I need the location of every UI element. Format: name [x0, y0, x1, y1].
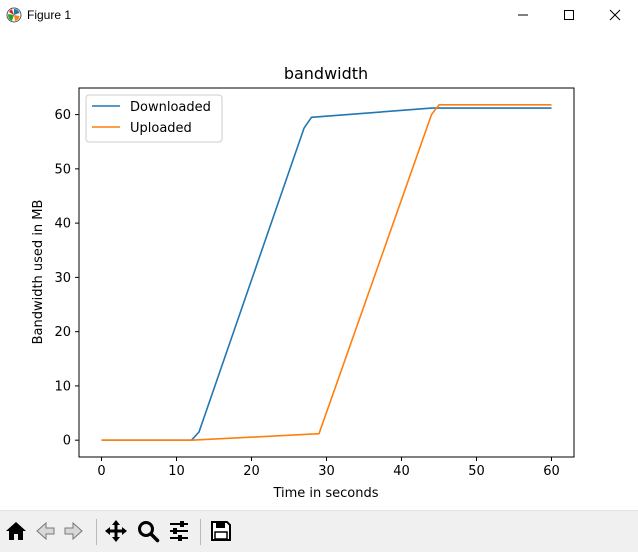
pan-button[interactable]: [102, 517, 130, 545]
x-tick-label: 60: [543, 464, 560, 479]
series-line-downloaded: [101, 107, 552, 442]
y-axis-label: Bandwidth used in MB: [31, 200, 46, 345]
axes-frame: [78, 87, 575, 458]
save-icon: [211, 521, 231, 541]
pan-icon: [105, 520, 127, 542]
legend: Downloaded Uploaded: [85, 94, 223, 143]
home-icon: [6, 522, 26, 540]
x-tick-label: 40: [393, 464, 410, 479]
y-tick-label: 20: [54, 325, 71, 340]
x-tick-label: 30: [318, 464, 335, 479]
y-tick-label: 60: [54, 108, 71, 123]
minimize-icon: [518, 14, 528, 16]
forward-button[interactable]: [60, 517, 88, 545]
series-line-uploaded: [101, 104, 552, 442]
configure-subplots-button[interactable]: [165, 517, 193, 545]
forward-icon: [64, 521, 83, 541]
maximize-icon: [564, 10, 574, 20]
zoom-icon: [138, 521, 160, 543]
x-tick-label: 50: [468, 464, 485, 479]
y-tick-label: 0: [63, 434, 71, 449]
y-tick-label: 30: [54, 271, 71, 286]
y-tick-label: 50: [54, 162, 71, 177]
save-button[interactable]: [207, 517, 235, 545]
x-tick-label: 10: [168, 464, 185, 479]
y-tick-label: 10: [54, 379, 71, 394]
configure-subplots-icon: [170, 521, 188, 541]
back-button[interactable]: [31, 517, 59, 545]
close-button[interactable]: [592, 0, 638, 30]
line-chart: 0 10 20 30 40 50 60 0 10 20 30 40 50 60 bandwidth Ti…: [31, 64, 575, 501]
x-axis-label: Time in seconds: [272, 486, 378, 501]
toolbar-separator: [96, 519, 97, 545]
chart-title: bandwidth: [284, 64, 368, 83]
home-button[interactable]: [2, 517, 30, 545]
toolbar-separator: [200, 519, 201, 545]
maximize-button[interactable]: [546, 0, 592, 30]
legend-label-uploaded: Uploaded: [130, 121, 192, 136]
x-tick-label: 20: [243, 464, 260, 479]
minimize-button[interactable]: [500, 0, 546, 30]
close-icon: [609, 9, 621, 21]
window-titlebar: Figure 1: [0, 0, 638, 30]
legend-label-downloaded: Downloaded: [130, 100, 211, 115]
zoom-button[interactable]: [134, 517, 162, 545]
x-tick-label: 0: [97, 464, 105, 479]
navigation-toolbar: [0, 510, 638, 552]
window-title: Figure 1: [27, 8, 72, 22]
y-tick-label: 40: [54, 217, 71, 232]
figure-canvas[interactable]: 0 10 20 30 40 50 60 0 10 20 30 40 50 60 bandwidth Ti…: [0, 30, 638, 510]
back-icon: [36, 521, 55, 541]
matplotlib-icon: [6, 7, 22, 23]
